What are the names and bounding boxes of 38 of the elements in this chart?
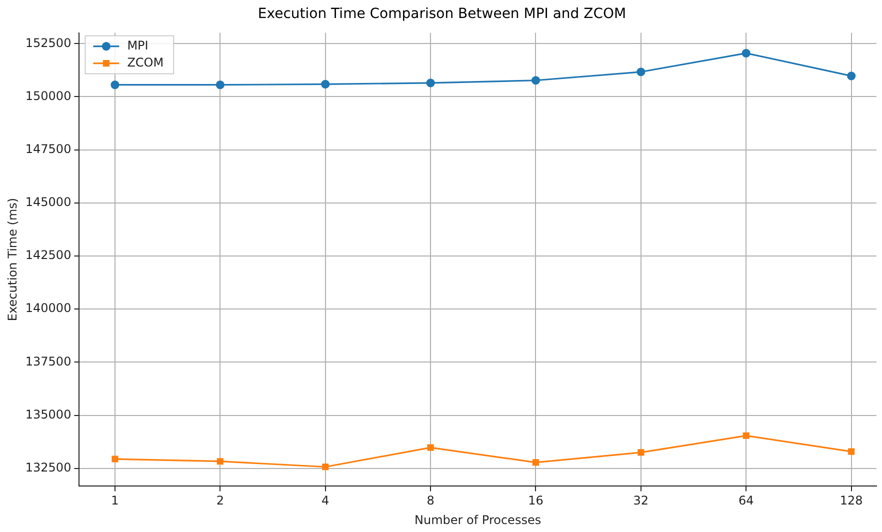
x-tick-label: 2: [216, 494, 224, 508]
legend-label: ZCOM: [127, 55, 164, 70]
legend-label: MPI: [127, 38, 148, 52]
y-tick-label: 140000: [25, 301, 72, 316]
point: [322, 464, 329, 470]
x-tick-label: 32: [633, 494, 649, 508]
point: [110, 80, 120, 90]
point: [112, 456, 118, 462]
y-tick-label: 150000: [25, 88, 72, 103]
point: [638, 449, 644, 456]
point: [848, 448, 855, 455]
y-axis-title: Execution Time (ms): [5, 198, 20, 322]
y-tick-label: 152500: [25, 36, 72, 50]
point: [847, 72, 856, 80]
point: [216, 458, 224, 465]
point: [636, 68, 646, 76]
y-tick-label: 142500: [25, 248, 72, 262]
x-tick-label: 1: [111, 494, 119, 508]
point: [427, 444, 434, 451]
x-tick-label: 16: [528, 494, 544, 508]
x-axis-title: Number of Processes: [414, 512, 542, 527]
point: [426, 78, 435, 88]
x-tick-label: 4: [322, 494, 330, 508]
chart-title: Execution Time Comparison Between MPI and ZCOM: [258, 6, 626, 22]
x-tick-label: 64: [738, 494, 754, 508]
y-tick-label: 147500: [25, 142, 72, 156]
point: [532, 459, 540, 466]
y-tick-label: 137500: [25, 354, 72, 368]
point: [742, 48, 750, 58]
point: [321, 80, 330, 88]
y-tick-label: 145000: [25, 195, 72, 210]
point: [216, 80, 224, 90]
y-tick-label: 132500: [25, 460, 72, 474]
y-tick-label: 135000: [25, 407, 72, 422]
point: [531, 76, 540, 85]
x-tick-label: 8: [426, 494, 434, 508]
x-tick-label: 128: [840, 494, 863, 508]
point: [742, 432, 750, 439]
